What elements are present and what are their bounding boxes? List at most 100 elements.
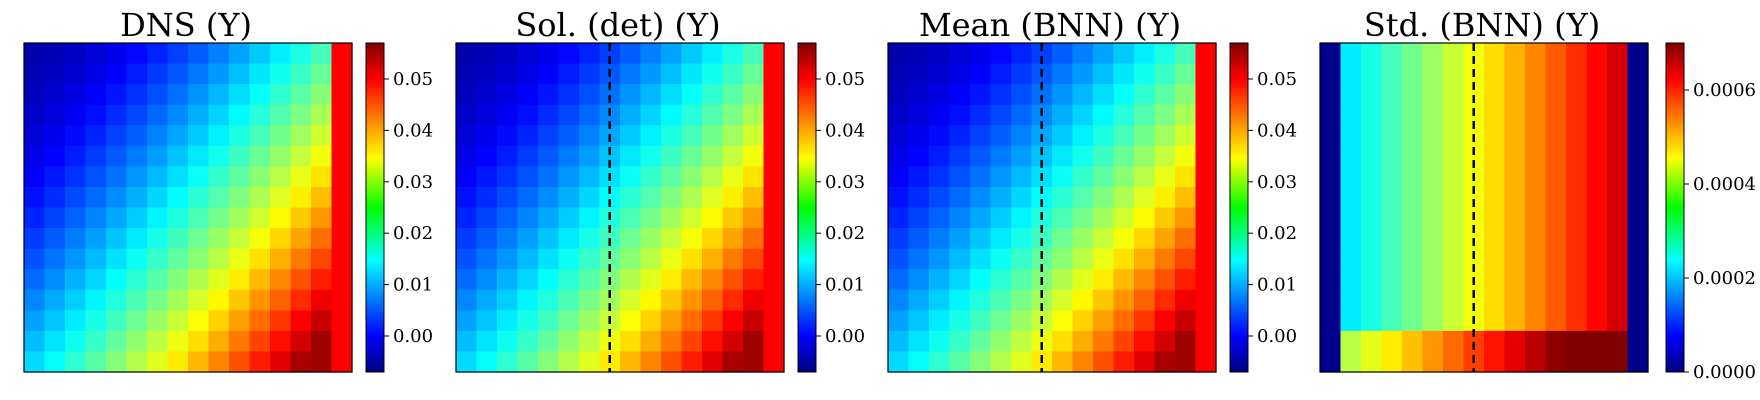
heatmap-cell (538, 248, 560, 270)
heatmap-cell (24, 63, 46, 85)
heatmap-cell (331, 330, 353, 353)
heatmap-cell (1402, 351, 1424, 373)
heatmap-cell (85, 269, 107, 291)
heatmap-cell (1463, 186, 1485, 209)
heatmap-cell (24, 84, 46, 106)
heatmap-cell (1422, 310, 1444, 332)
heatmap-cell (929, 330, 951, 353)
heatmap-cell (1340, 228, 1362, 250)
heatmap-cell (188, 63, 210, 85)
heatmap-cell (681, 310, 703, 332)
colorbar-tick-label: 0.03 (825, 172, 865, 193)
heatmap-cell (1195, 207, 1217, 229)
heatmap-cell (1175, 166, 1197, 188)
heatmap-cell (1093, 351, 1115, 373)
heatmap-cell (456, 43, 478, 65)
heatmap-cell (702, 43, 724, 65)
heatmap-cell (1134, 207, 1156, 229)
heatmap-cell (1011, 125, 1033, 147)
heatmap-cell (270, 186, 292, 209)
heatmap-cell (1525, 207, 1547, 229)
heatmap-cell (949, 269, 971, 291)
heatmap-cell (1504, 125, 1526, 147)
heatmap-cell (1402, 248, 1424, 270)
heatmap-cell (1422, 330, 1444, 353)
heatmap-cell (949, 351, 971, 373)
heatmap-cell (1175, 63, 1197, 85)
heatmap-cell (311, 145, 333, 167)
heatmap-cell (126, 351, 148, 373)
heatmap-cell (65, 269, 87, 291)
heatmap-cell (1566, 289, 1588, 311)
heatmap-cell (456, 228, 478, 250)
heatmap-cell (1031, 84, 1053, 106)
heatmap-cell (188, 125, 210, 147)
heatmap-cell (1545, 104, 1567, 126)
heatmap-cell (188, 145, 210, 167)
colorbar-tick-label: 0.0002 (1693, 268, 1756, 289)
heatmap-cell (1504, 228, 1526, 250)
heatmap-cell (1134, 310, 1156, 332)
heatmap-cell (1627, 289, 1649, 311)
heatmap-cell (270, 207, 292, 229)
heatmap-cell (990, 289, 1012, 311)
heatmap-cell (1484, 310, 1506, 332)
colorbar-tick-label: 0.05 (1257, 69, 1297, 90)
heatmap-cell (1072, 248, 1094, 270)
heatmap-cell (538, 269, 560, 291)
heatmap-cell (456, 207, 478, 229)
heatmap-cell (929, 145, 951, 167)
heatmap-cell (888, 310, 910, 332)
heatmap-cell (476, 145, 498, 167)
heatmap-cell (1566, 84, 1588, 106)
heatmap-cell (65, 84, 87, 106)
colorbar-tick-label: 0.02 (1257, 223, 1297, 244)
heatmap-cell (290, 63, 312, 85)
heatmap-cell (1072, 207, 1094, 229)
heatmap-cell (1484, 84, 1506, 106)
heatmap-cell (1340, 63, 1362, 85)
heatmap-cell (1113, 310, 1135, 332)
heatmap-cell (743, 207, 765, 229)
heatmap-cell (1463, 248, 1485, 270)
heatmap-cell (24, 269, 46, 291)
heatmap-cell (270, 289, 292, 311)
heatmap-cell (167, 186, 189, 209)
heatmap-cell (476, 186, 498, 209)
heatmap-cell (1113, 269, 1135, 291)
heatmap-cell (24, 310, 46, 332)
heatmap-cell (1011, 186, 1033, 209)
heatmap-cell (1052, 84, 1074, 106)
heatmap-cell (1175, 289, 1197, 311)
heatmap-cell (1072, 351, 1094, 373)
heatmap-cell (517, 84, 539, 106)
heatmap-cell (1545, 84, 1567, 106)
heatmap-cell (908, 228, 930, 250)
heatmap-cell (1320, 330, 1342, 353)
heatmap-cell (1402, 43, 1424, 65)
heatmap-cell (1093, 269, 1115, 291)
heatmap-cell (722, 104, 744, 126)
heatmap-cell (517, 269, 539, 291)
heatmap-cell (1320, 351, 1342, 373)
heatmap-cell (1545, 248, 1567, 270)
heatmap-cell (990, 269, 1012, 291)
heatmap-cell (167, 310, 189, 332)
heatmap-cell (311, 84, 333, 106)
heatmap-cell (743, 145, 765, 167)
heatmap-cell (1566, 145, 1588, 167)
heatmap-cell (147, 145, 169, 167)
heatmap-cell (85, 84, 107, 106)
heatmap-cell (476, 248, 498, 270)
heatmap-cell (1443, 125, 1465, 147)
heatmap-cell (743, 166, 765, 188)
heatmap-cell (640, 269, 662, 291)
heatmap-cell (640, 43, 662, 65)
heatmap-cell (85, 145, 107, 167)
heatmap-cell (722, 351, 744, 373)
heatmap-cell (85, 351, 107, 373)
heatmap-cell (1011, 207, 1033, 229)
heatmap-cell (456, 63, 478, 85)
heatmap-cell (1586, 84, 1608, 106)
heatmap-cell (476, 125, 498, 147)
